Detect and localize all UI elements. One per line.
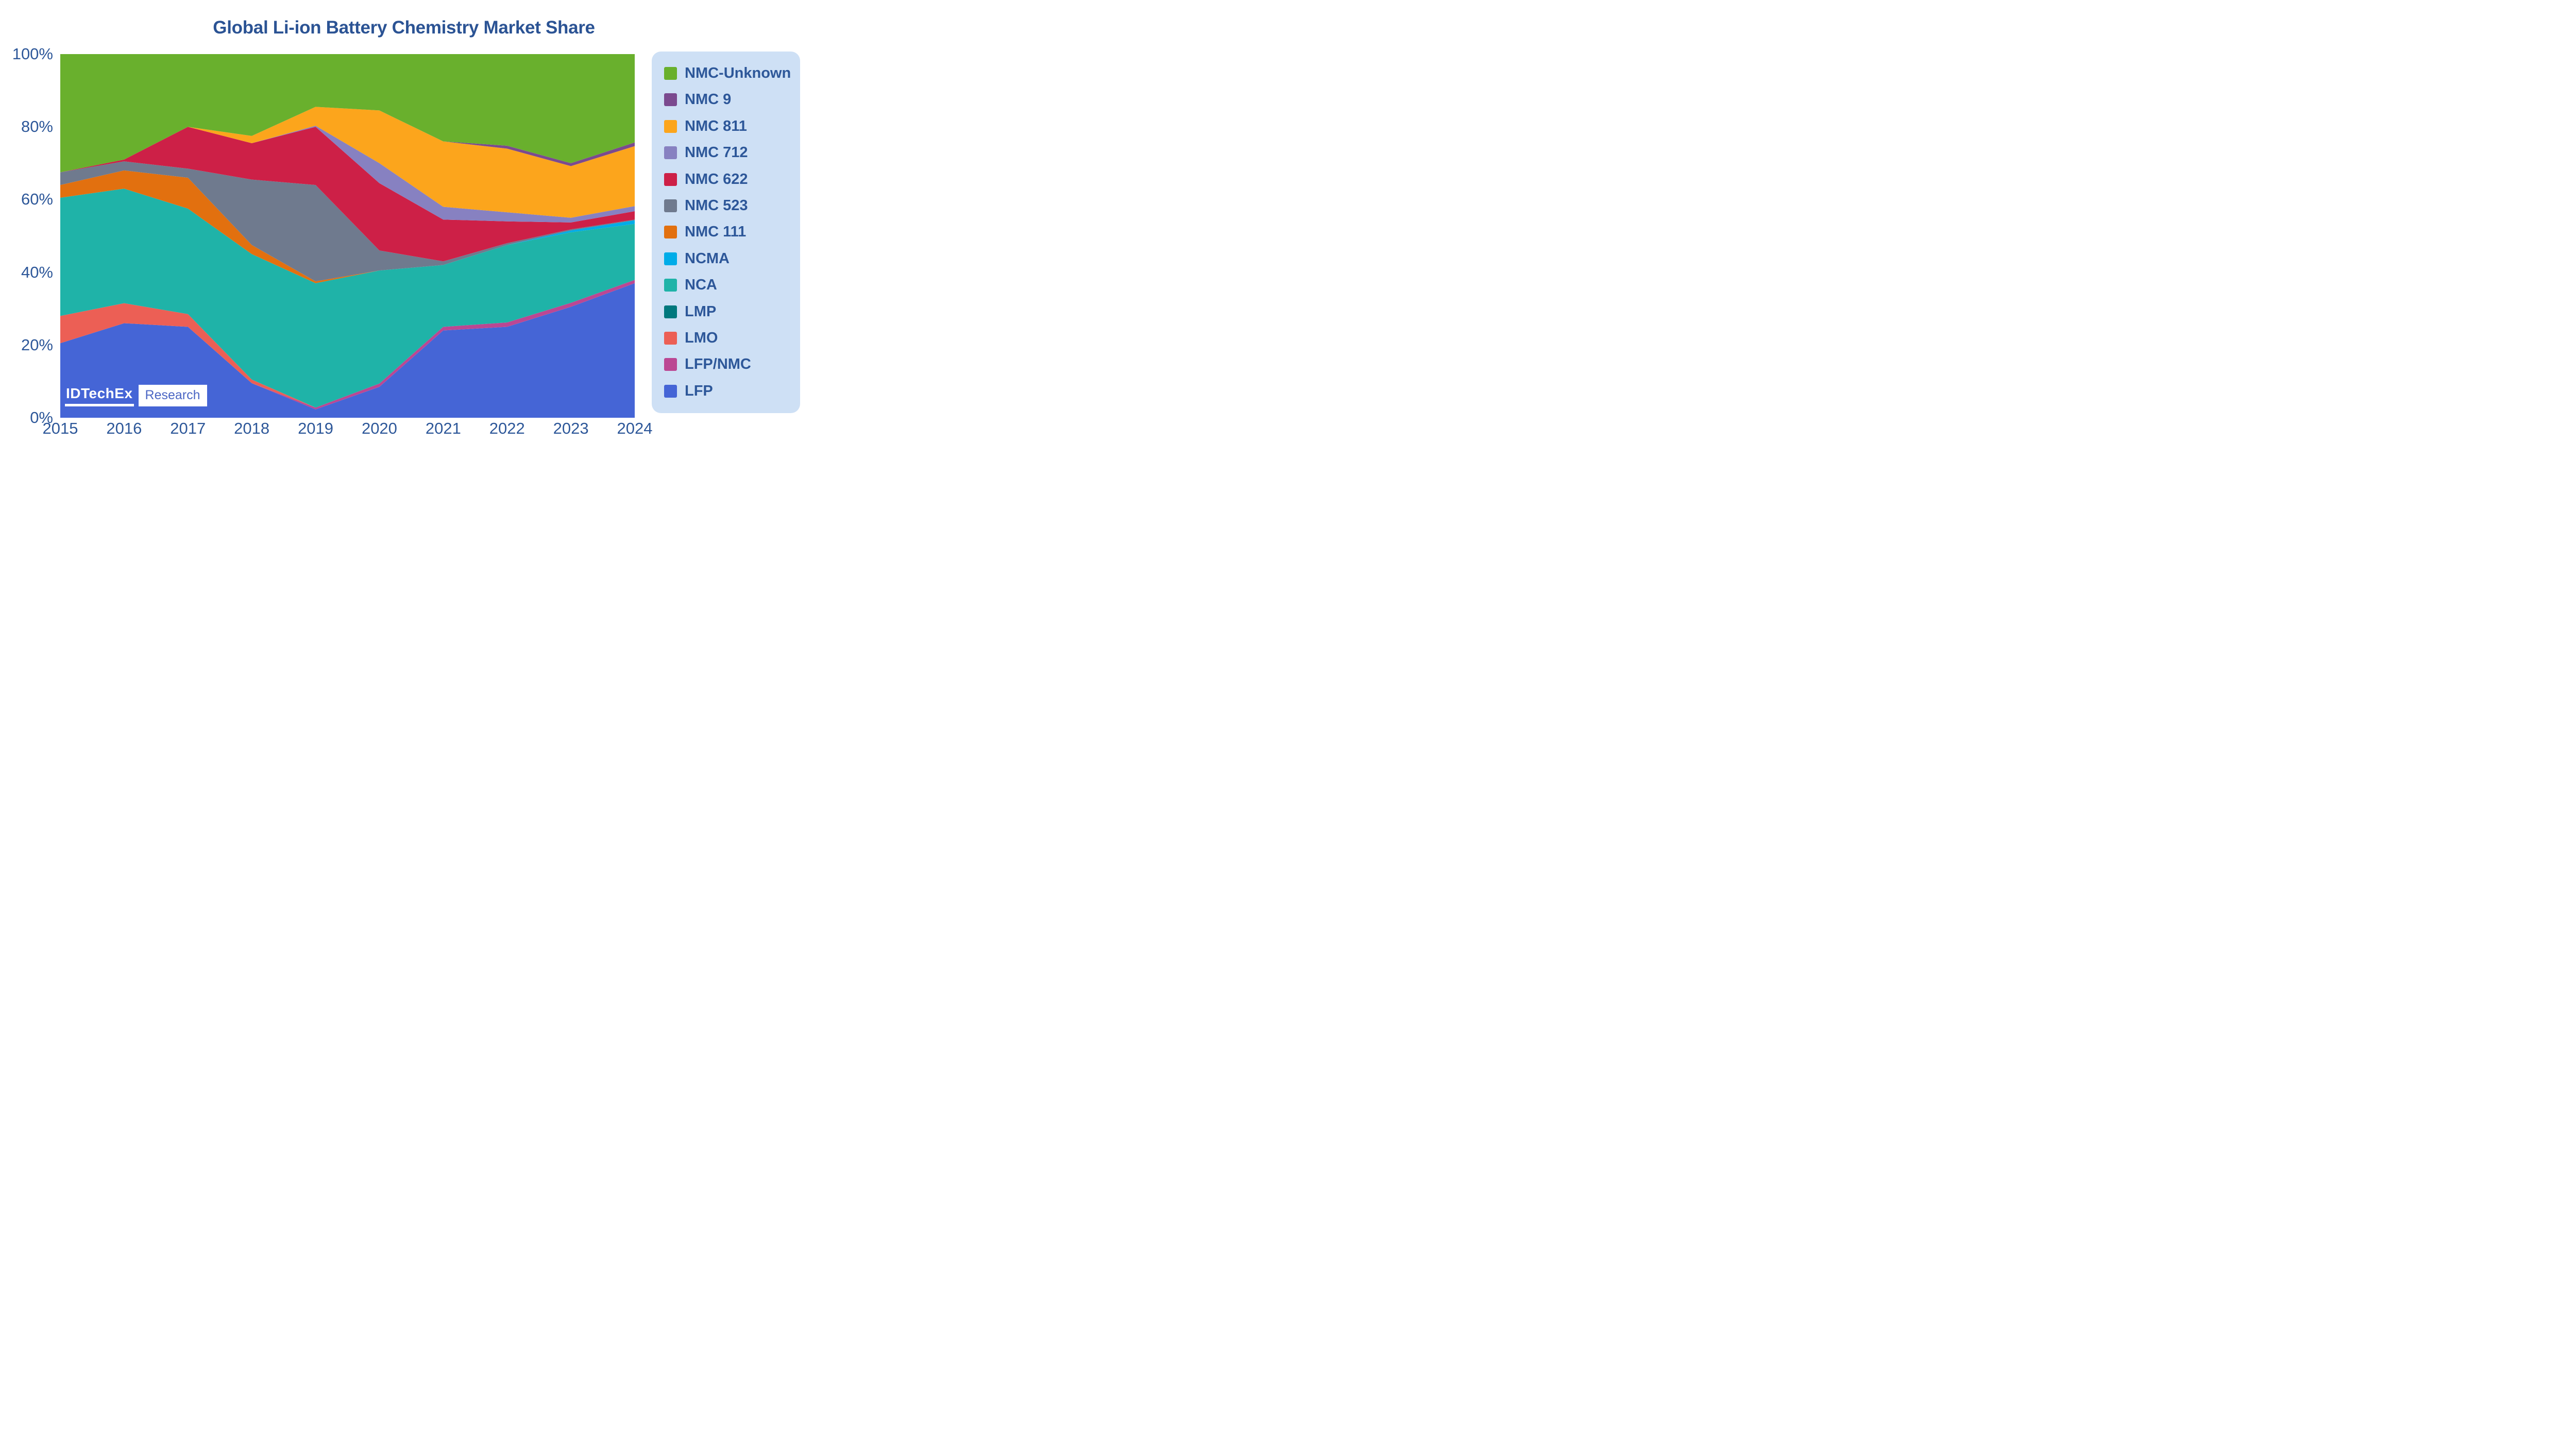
legend-item-lmo: LMO [664, 330, 791, 347]
y-tick-label: 40% [21, 263, 53, 281]
legend-swatch-icon [664, 93, 677, 107]
legend-swatch-icon [664, 384, 677, 398]
legend-item-label: NMC 111 [685, 224, 747, 241]
x-tick-label: 2021 [425, 419, 461, 437]
chart-plot-area [60, 54, 635, 418]
area-series-nmc-111 [60, 170, 635, 283]
area-series-nmc-523 [60, 161, 635, 282]
legend-item-label: NMC-Unknown [685, 65, 791, 81]
y-tick-label: 20% [21, 335, 53, 354]
area-series-nmc-712 [60, 126, 635, 223]
y-tick-label: 0% [30, 408, 53, 427]
legend-swatch-icon [664, 358, 677, 371]
legend-item-lfp-nmc: LFP/NMC [664, 356, 791, 373]
x-tick-label: 2022 [489, 419, 525, 437]
x-tick-label: 2024 [617, 419, 653, 437]
x-tick-label: 2018 [234, 419, 270, 437]
x-tick-label: 2017 [170, 419, 206, 437]
legend-item-label: NMC 523 [685, 197, 748, 214]
area-series-nmc-622 [60, 127, 635, 262]
logo-suffix-text: Research [138, 385, 207, 406]
legend-item-label: LFP/NMC [685, 356, 751, 373]
legend-swatch-icon [664, 67, 677, 80]
x-tick-label: 2023 [553, 419, 589, 437]
legend-item-label: NCA [685, 277, 717, 294]
chart-legend: NMC-Unknown NMC 9 NMC 811 NMC 712 NMC 622 NMC… [652, 52, 800, 413]
legend-item-nca: NCA [664, 277, 791, 294]
idtechex-logo: IDTechEx Research [65, 385, 207, 406]
legend-item-label: LMO [685, 330, 718, 347]
legend-item-lmp: LMP [664, 303, 791, 320]
legend-swatch-icon [664, 146, 677, 160]
legend-swatch-icon [664, 199, 677, 213]
legend-item-nmc-9: NMC 9 [664, 91, 791, 108]
legend-item-lfp: LFP [664, 383, 791, 400]
legend-item-label: NMC 622 [685, 171, 748, 187]
legend-item-label: NCMA [685, 250, 730, 267]
legend-item-nmc-111: NMC 111 [664, 224, 791, 241]
area-series-nmc-811 [60, 107, 635, 218]
legend-swatch-icon [664, 305, 677, 318]
x-tick-label: 2020 [361, 419, 397, 437]
legend-item-label: NMC 712 [685, 144, 748, 161]
x-tick-label: 2015 [42, 419, 78, 437]
legend-swatch-icon [664, 226, 677, 239]
y-axis: 100% 80% 60% 40% 20% 0% [0, 45, 56, 427]
legend-swatch-icon [664, 173, 677, 186]
legend-item-nmc-unknown: NMC-Unknown [664, 65, 791, 82]
area-series-lfp [60, 283, 635, 418]
legend-item-nmc-523: NMC 523 [664, 197, 791, 214]
legend-swatch-icon [664, 252, 677, 265]
legend-item-label: LFP [685, 382, 713, 399]
area-series-nmc-unknown [60, 54, 635, 173]
page-title: Global Li-ion Battery Chemistry Market S… [213, 18, 595, 38]
y-tick-label: 80% [21, 117, 53, 136]
area-series-nca [60, 189, 635, 408]
legend-item-label: NMC 811 [685, 117, 747, 134]
x-tick-label: 2016 [106, 419, 142, 437]
x-tick-label: 2019 [298, 419, 334, 437]
legend-item-label: LMP [685, 303, 717, 320]
x-axis: 2015 2016 2017 2018 2019 2020 2021 2022 2023 2024 [0, 419, 808, 442]
legend-item-ncma: NCMA [664, 250, 791, 267]
legend-swatch-icon [664, 332, 677, 345]
legend-item-nmc-622: NMC 622 [664, 171, 791, 188]
legend-swatch-icon [664, 279, 677, 292]
legend-item-label: NMC 9 [685, 91, 732, 108]
y-tick-label: 100% [12, 45, 53, 63]
legend-swatch-icon [664, 120, 677, 133]
legend-item-nmc-811: NMC 811 [664, 118, 791, 135]
logo-brand-text: IDTechEx [65, 385, 134, 406]
stacked-area-chart [60, 54, 635, 418]
legend-item-nmc-712: NMC 712 [664, 144, 791, 161]
y-tick-label: 60% [21, 190, 53, 209]
